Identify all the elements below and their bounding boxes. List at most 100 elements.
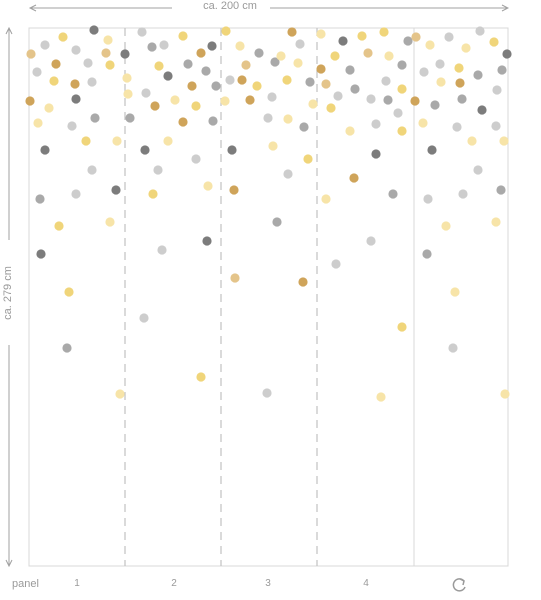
confetti-dot xyxy=(272,217,282,227)
confetti-dot xyxy=(58,32,68,42)
confetti-dot xyxy=(338,36,348,46)
confetti-dot xyxy=(147,42,157,52)
confetti-dot xyxy=(187,81,197,91)
confetti-dot xyxy=(44,103,54,113)
confetti-dot xyxy=(252,81,262,91)
confetti-dot xyxy=(122,73,132,83)
confetti-dot xyxy=(345,126,355,136)
confetti-dot xyxy=(202,236,212,246)
confetti-dot xyxy=(101,48,111,58)
confetti-dot xyxy=(89,25,99,35)
confetti-dot xyxy=(276,51,286,61)
confetti-dot xyxy=(502,49,512,59)
confetti-dot xyxy=(497,65,507,75)
confetti-dot xyxy=(196,48,206,58)
confetti-dot xyxy=(477,105,487,115)
confetti-dot xyxy=(410,96,420,106)
confetti-dot xyxy=(64,287,74,297)
confetti-dot xyxy=(397,322,407,332)
confetti-dot xyxy=(423,194,433,204)
confetti-dot xyxy=(316,29,326,39)
confetti-dot xyxy=(241,60,251,70)
confetti-dot xyxy=(458,189,468,199)
confetti-dot xyxy=(455,78,465,88)
confetti-dot xyxy=(435,59,445,69)
confetti-dot xyxy=(383,95,393,105)
confetti-dots xyxy=(25,25,512,402)
confetti-dot xyxy=(436,77,446,87)
confetti-dot xyxy=(237,75,247,85)
confetti-dot xyxy=(81,136,91,146)
confetti-dot xyxy=(268,141,278,151)
confetti-dot xyxy=(363,48,373,58)
confetti-dot xyxy=(178,31,188,41)
confetti-dot xyxy=(227,145,237,155)
confetti-dot xyxy=(137,27,147,37)
confetti-dot xyxy=(54,221,64,231)
confetti-dot xyxy=(457,94,467,104)
confetti-dot xyxy=(492,85,502,95)
confetti-dot xyxy=(40,40,50,50)
confetti-dot xyxy=(357,31,367,41)
confetti-dot xyxy=(283,114,293,124)
width-dimension xyxy=(28,4,510,12)
confetti-dot xyxy=(105,217,115,227)
confetti-dot xyxy=(427,145,437,155)
confetti-dot xyxy=(245,95,255,105)
confetti-dot xyxy=(475,26,485,36)
confetti-dot xyxy=(163,71,173,81)
confetti-dot xyxy=(196,372,206,382)
confetti-dot xyxy=(157,245,167,255)
confetti-dot xyxy=(67,121,77,131)
confetti-dot xyxy=(51,59,61,69)
confetti-dot xyxy=(71,189,81,199)
confetti-dot xyxy=(350,84,360,94)
confetti-dot xyxy=(148,189,158,199)
confetti-dot xyxy=(159,40,169,50)
confetti-dot xyxy=(321,79,331,89)
confetti-dot xyxy=(331,259,341,269)
confetti-dot xyxy=(371,119,381,129)
confetti-dot xyxy=(163,136,173,146)
confetti-dot xyxy=(221,26,231,36)
height-dimension xyxy=(5,26,13,568)
confetti-dot xyxy=(467,136,477,146)
confetti-dot xyxy=(397,60,407,70)
confetti-dot xyxy=(262,388,272,398)
confetti-dot xyxy=(191,154,201,164)
confetti-dot xyxy=(283,169,293,179)
refresh-icon[interactable] xyxy=(452,578,466,592)
confetti-dot xyxy=(139,313,149,323)
confetti-dot xyxy=(71,94,81,104)
confetti-dot xyxy=(411,32,421,42)
confetti-dot xyxy=(452,122,462,132)
width-label: ca. 200 cm xyxy=(203,0,257,12)
confetti-dot xyxy=(303,154,313,164)
confetti-dot xyxy=(90,113,100,123)
confetti-dot xyxy=(403,36,413,46)
confetti-dot xyxy=(103,35,113,45)
confetti-dot xyxy=(422,249,432,259)
panel-caption: panel xyxy=(12,578,39,590)
confetti-dot xyxy=(393,108,403,118)
confetti-dot xyxy=(263,113,273,123)
confetti-dot xyxy=(491,217,501,227)
confetti-dot xyxy=(308,99,318,109)
confetti-dot xyxy=(397,84,407,94)
confetti-dot xyxy=(489,37,499,47)
confetti-dot xyxy=(112,136,122,146)
confetti-dot xyxy=(418,118,428,128)
confetti-dot xyxy=(26,49,36,59)
confetti-dot xyxy=(425,40,435,50)
confetti-dot xyxy=(388,189,398,199)
confetti-dot xyxy=(123,89,133,99)
confetti-dot xyxy=(154,61,164,71)
confetti-dot xyxy=(71,45,81,55)
confetti-dot xyxy=(207,41,217,51)
confetti-dot xyxy=(381,76,391,86)
confetti-dot xyxy=(293,58,303,68)
confetti-dot xyxy=(70,79,80,89)
confetti-dot xyxy=(225,75,235,85)
confetti-dot xyxy=(444,32,454,42)
